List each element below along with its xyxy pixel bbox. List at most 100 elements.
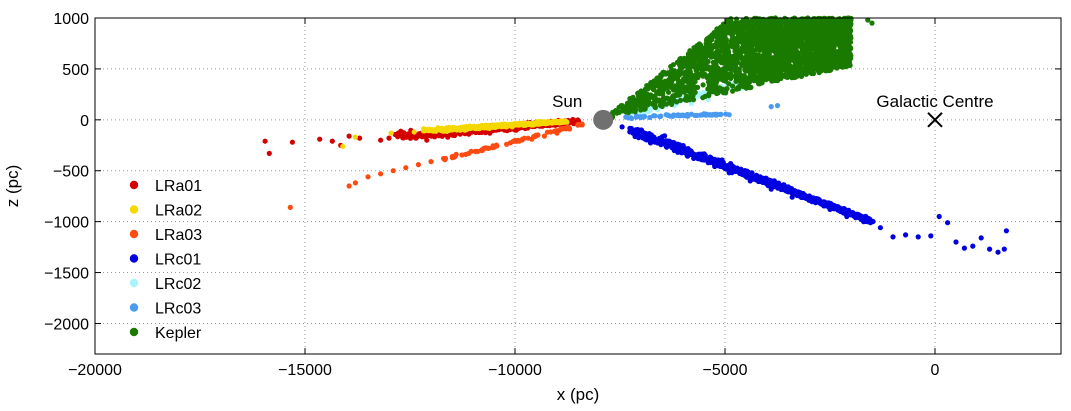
data-point: [669, 101, 675, 107]
data-point: [516, 122, 522, 128]
data-point: [727, 71, 733, 77]
data-point: [861, 219, 867, 225]
data-point: [712, 67, 718, 73]
data-point: [648, 92, 654, 98]
data-point: [395, 134, 401, 140]
data-point: [541, 133, 548, 139]
data-point: [706, 93, 712, 99]
data-point: [533, 121, 539, 127]
data-point: [741, 61, 748, 67]
data-point: [847, 51, 853, 57]
data-point: [793, 73, 799, 79]
data-point: [945, 220, 951, 226]
data-point: [453, 151, 459, 157]
data-point: [665, 89, 672, 95]
legend-marker: [129, 254, 139, 263]
data-point: [732, 40, 738, 47]
data-point: [811, 197, 818, 203]
data-point: [638, 114, 644, 120]
data-point: [287, 204, 293, 210]
galactic-centre-label: Galactic Centre: [876, 92, 993, 111]
data-point: [776, 28, 782, 35]
data-point: [792, 55, 798, 61]
data-point: [682, 146, 688, 153]
data-point: [799, 16, 806, 22]
data-point: [504, 141, 510, 147]
data-point: [627, 98, 633, 104]
data-point: [807, 55, 814, 61]
data-point: [681, 112, 687, 119]
data-point: [550, 120, 556, 126]
data-point: [770, 26, 777, 32]
data-point: [688, 100, 695, 107]
x-tick-label: 0: [931, 362, 940, 379]
data-point: [388, 130, 394, 136]
data-point: [698, 156, 704, 162]
data-point: [743, 32, 749, 38]
data-point: [579, 122, 585, 128]
data-point: [671, 112, 677, 118]
data-point: [789, 43, 795, 49]
data-point: [750, 60, 756, 66]
data-point: [262, 138, 268, 144]
data-point: [771, 62, 777, 68]
data-point: [705, 160, 711, 166]
data-point: [665, 80, 671, 87]
data-point: [378, 137, 384, 143]
data-point: [642, 106, 648, 112]
data-point: [346, 183, 352, 189]
data-point: [520, 121, 527, 127]
data-point: [730, 83, 736, 89]
data-point: [763, 54, 769, 61]
data-point: [419, 134, 425, 140]
data-point: [730, 23, 736, 29]
data-point: [844, 23, 850, 29]
data-point: [407, 133, 413, 139]
data-point: [1003, 228, 1010, 234]
data-point: [826, 34, 832, 40]
data-point: [688, 111, 695, 117]
data-point: [816, 22, 822, 28]
data-point: [835, 205, 842, 211]
data-point: [709, 71, 715, 77]
data-point: [692, 47, 698, 53]
data-point: [671, 146, 677, 152]
legend-entry: LRa03: [129, 227, 202, 244]
data-point: [725, 19, 731, 26]
data-point: [734, 50, 740, 56]
data-point: [386, 135, 392, 141]
data-point: [478, 124, 484, 130]
data-point: [689, 92, 696, 98]
data-point: [814, 42, 821, 48]
data-point: [774, 103, 781, 109]
data-point: [712, 33, 718, 39]
data-point: [494, 122, 500, 128]
data-point: [485, 145, 491, 151]
data-point: [806, 35, 812, 41]
data-point: [714, 111, 720, 117]
legend-label: Kepler: [155, 325, 202, 342]
data-point: [628, 126, 634, 132]
legend-label: LRa03: [155, 227, 202, 244]
data-point: [711, 161, 718, 167]
data-point: [784, 74, 791, 80]
data-point: [424, 137, 430, 143]
data-point: [800, 190, 806, 197]
data-point: [266, 150, 272, 156]
data-point: [781, 55, 787, 61]
data-point: [747, 178, 753, 184]
data-point: [445, 126, 451, 132]
data-point: [768, 39, 774, 45]
data-point: [423, 127, 429, 133]
data-point: [819, 46, 826, 52]
data-point: [1001, 246, 1007, 252]
data-point: [727, 165, 733, 171]
data-point: [854, 212, 860, 218]
data-point: [756, 60, 762, 66]
data-point: [403, 165, 409, 171]
data-point: [722, 165, 728, 171]
legend-label: LRc03: [155, 301, 201, 318]
legend-marker: [129, 327, 139, 337]
data-point: [726, 81, 732, 87]
data-point: [722, 37, 728, 43]
